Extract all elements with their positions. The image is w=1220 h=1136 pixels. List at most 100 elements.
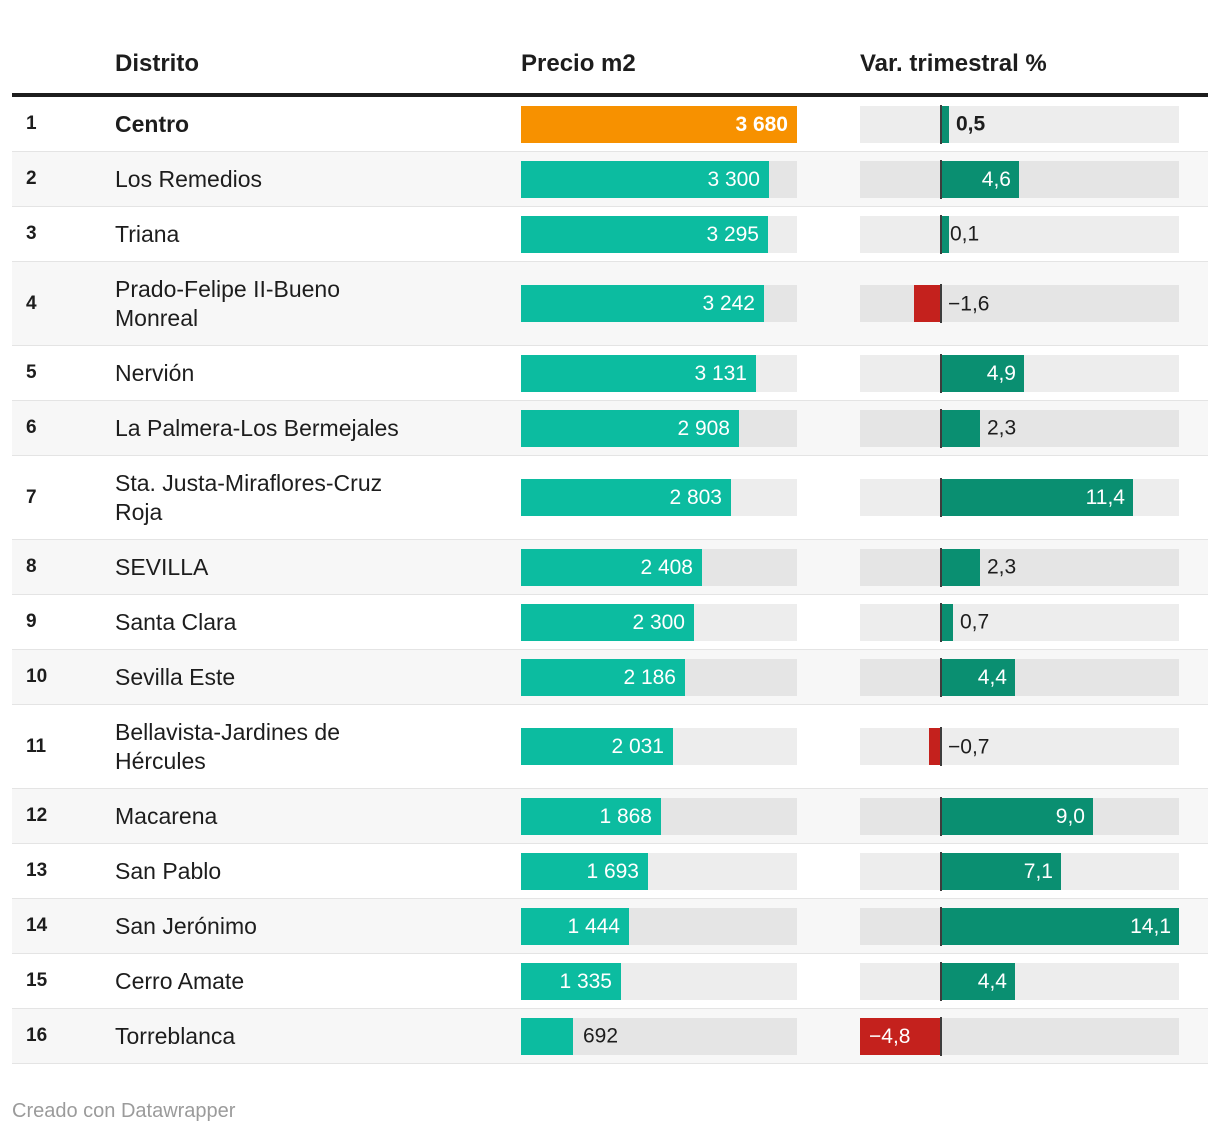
price-value-label: 1 693	[586, 859, 639, 883]
district-name: La Palmera-Los Bermejales	[103, 401, 521, 455]
table-row: 16 Torreblanca 692 −4,8	[12, 1009, 1208, 1064]
zero-axis-line	[940, 851, 942, 891]
variation-bar-track: 9,0	[860, 796, 1179, 836]
price-bar: 2 803	[521, 479, 731, 516]
variation-value-label: −1,6	[948, 292, 990, 315]
table-row: 4 Prado-Felipe II-Bueno Monreal 3 242 −1,6	[12, 262, 1208, 346]
variation-bar-track: −4,8	[860, 1016, 1179, 1056]
price-cell: 2 803	[521, 456, 860, 539]
price-value-label: 2 408	[640, 555, 693, 579]
header-district: Distrito	[115, 50, 199, 77]
price-cell: 3 295	[521, 207, 860, 261]
variation-value-label: 2,3	[987, 555, 1017, 579]
variation-bar: 7,1	[941, 852, 1061, 890]
table-row: 11 Bellavista-Jardines de Hércules 2 031 −0…	[12, 705, 1208, 789]
district-name: Sevilla Este	[103, 650, 521, 704]
variation-bar	[941, 215, 949, 253]
zero-axis-line	[940, 547, 942, 587]
variation-bar: 14,1	[941, 907, 1179, 945]
price-value-label: 2 908	[677, 416, 730, 440]
variation-bar	[941, 548, 980, 586]
variation-cell: 7,1	[860, 844, 1208, 898]
rank-label: 13	[26, 860, 48, 881]
variation-cell: 11,4	[860, 456, 1208, 539]
variation-bar-track: 7,1	[860, 851, 1179, 891]
variation-value-label: 4,9	[986, 361, 1016, 385]
price-bar-track: 1 335	[521, 962, 797, 1000]
district-name: Centro	[103, 97, 521, 151]
price-cell: 3 680	[521, 97, 860, 151]
price-bar: 3 295	[521, 215, 768, 253]
variation-bar	[914, 285, 941, 322]
price-bar: 3 300	[521, 160, 769, 198]
variation-value-label: 0,7	[960, 610, 990, 634]
district-name-text: Macarena	[115, 802, 218, 829]
price-bar	[521, 1017, 573, 1055]
zero-axis-line	[940, 961, 942, 1001]
variation-bar-track: −0,7	[860, 727, 1179, 766]
table-body: 1 Centro 3 680 0,5 2 Los Remedios 3 300 4,6 3 Tri…	[12, 97, 1208, 1064]
table-row: 1 Centro 3 680 0,5	[12, 97, 1208, 152]
variation-bar-track: 11,4	[860, 478, 1179, 517]
price-bar: 2 300	[521, 603, 694, 641]
table-row: 3 Triana 3 295 0,1	[12, 207, 1208, 262]
rank-label: 1	[26, 113, 37, 134]
variation-bar: 11,4	[941, 479, 1133, 516]
header-variation: Var. trimestral %	[860, 50, 1047, 77]
variation-value-label: 4,4	[977, 665, 1007, 689]
price-cell: 2 908	[521, 401, 860, 455]
variation-bar-track: 0,5	[860, 104, 1179, 144]
zero-axis-line	[940, 727, 942, 766]
district-name-text: Cerro Amate	[115, 967, 245, 994]
district-name-text: La Palmera-Los Bermejales	[115, 414, 399, 441]
variation-bar: −4,8	[860, 1017, 941, 1055]
district-name: Torreblanca	[103, 1009, 521, 1063]
price-bar-track: 2 031	[521, 728, 797, 765]
variation-bar	[941, 603, 953, 641]
rank-label: 4	[26, 292, 37, 314]
table-row: 6 La Palmera-Los Bermejales 2 908 2,3	[12, 401, 1208, 456]
price-value-label: 3 295	[706, 222, 759, 246]
district-name-text: Los Remedios	[115, 165, 263, 192]
rank-label: 5	[26, 362, 37, 383]
zero-axis-line	[940, 353, 942, 393]
price-bar-track: 1 868	[521, 797, 797, 835]
table-row: 2 Los Remedios 3 300 4,6	[12, 152, 1208, 207]
zero-axis-line	[940, 478, 942, 517]
district-name: San Pablo	[103, 844, 521, 898]
variation-value-label: 14,1	[1130, 914, 1171, 938]
variation-cell: −1,6	[860, 262, 1208, 345]
zero-axis-line	[940, 284, 942, 323]
district-name-text: Torreblanca	[115, 1022, 236, 1049]
price-value-label: 3 300	[707, 167, 760, 191]
table-row: 14 San Jerónimo 1 444 14,1	[12, 899, 1208, 954]
rank-label: 3	[26, 223, 37, 244]
variation-value-label: 4,4	[977, 969, 1007, 993]
price-value-label: 3 242	[702, 292, 755, 315]
variation-value-label: −0,7	[948, 735, 990, 758]
table-row: 5 Nervión 3 131 4,9	[12, 346, 1208, 401]
rank-label: 6	[26, 417, 37, 438]
price-bar-track: 2 803	[521, 479, 797, 516]
variation-value-label: 11,4	[1085, 486, 1125, 509]
price-bar-track: 2 408	[521, 548, 797, 586]
table-row: 8 SEVILLA 2 408 2,3	[12, 540, 1208, 595]
variation-bar-track: 2,3	[860, 547, 1179, 587]
variation-cell: 4,4	[860, 954, 1208, 1008]
district-name: SEVILLA	[103, 540, 521, 594]
price-bar: 2 408	[521, 548, 702, 586]
variation-value-label: 0,1	[950, 222, 980, 246]
price-cell: 2 031	[521, 705, 860, 788]
variation-value-label: 9,0	[1055, 804, 1085, 828]
price-bar-track: 2 186	[521, 658, 797, 696]
price-cell: 3 300	[521, 152, 860, 206]
price-value-label: 1 335	[559, 969, 612, 993]
price-value-label: 2 803	[669, 486, 722, 509]
price-bar: 1 335	[521, 962, 621, 1000]
district-name-text: Nervión	[115, 359, 195, 386]
variation-cell: 2,3	[860, 401, 1208, 455]
zero-axis-line	[940, 602, 942, 642]
header-price: Precio m2	[521, 50, 636, 77]
price-bar-track: 3 242	[521, 285, 797, 322]
table-row: 9 Santa Clara 2 300 0,7	[12, 595, 1208, 650]
